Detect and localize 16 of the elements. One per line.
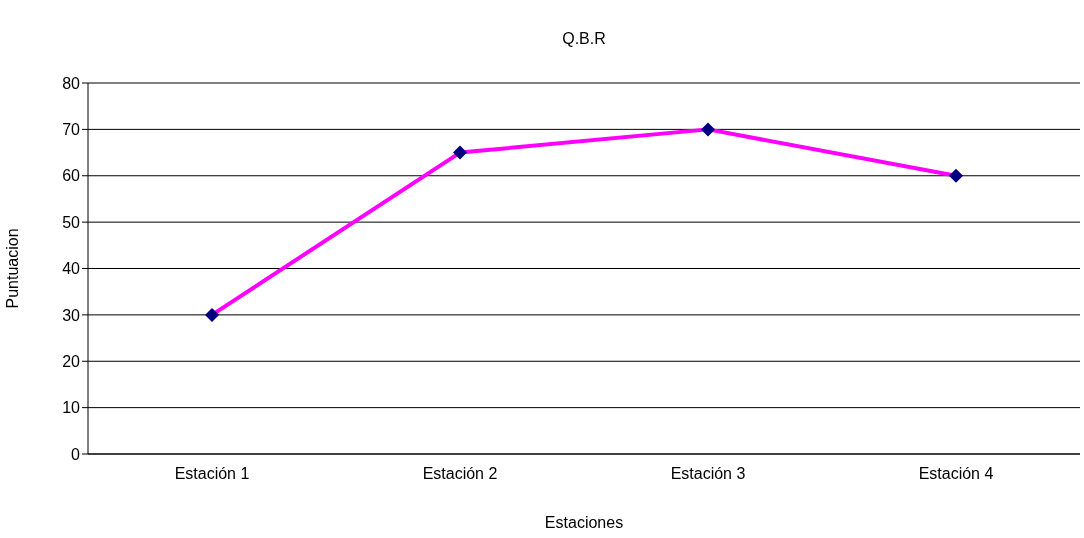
x-tick-label: Estación 3	[670, 465, 746, 483]
x-tick-label: Estación 2	[422, 465, 498, 483]
y-tick-label: 30	[62, 306, 81, 324]
x-tick-label: Estación 4	[918, 465, 994, 483]
x-tick-label: Estación 1	[174, 465, 250, 483]
y-tick-label: 10	[62, 399, 81, 417]
chart-title: Q.B.R	[561, 30, 607, 48]
y-tick-label: 70	[62, 121, 81, 139]
y-tick-label: 20	[62, 352, 81, 370]
y-tick-label: 80	[62, 74, 81, 92]
y-axis-title: Puntuacion	[3, 228, 21, 309]
y-tick-label: 60	[62, 167, 81, 185]
y-tick-label: 0	[71, 445, 81, 463]
y-tick-label: 50	[62, 213, 81, 231]
y-tick-label: 40	[62, 260, 81, 278]
x-axis-title: Estaciones	[544, 514, 624, 531]
